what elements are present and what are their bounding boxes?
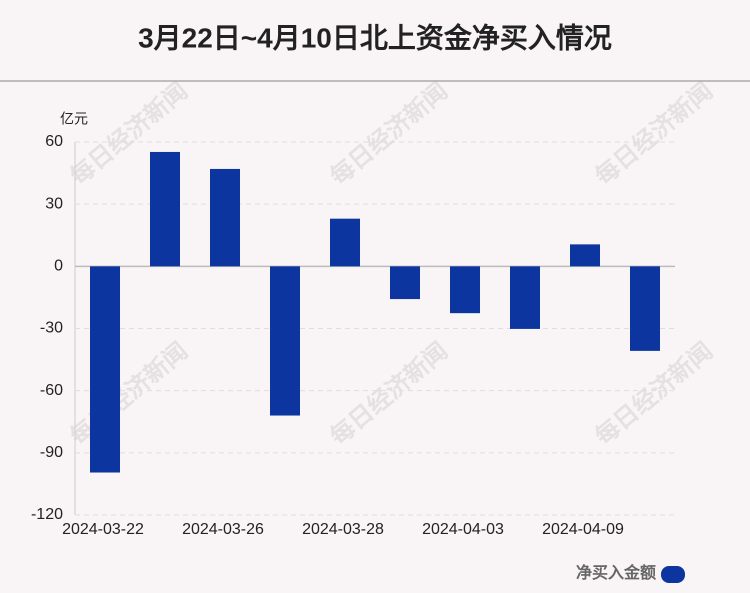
chart-title: 3月22日~4月10日北上资金净买入情况 — [138, 21, 612, 53]
x-tick-label: 2024-04-09 — [542, 521, 624, 538]
legend-swatch — [661, 566, 685, 583]
bar — [90, 266, 120, 473]
x-tick-label: 2024-04-03 — [422, 521, 504, 538]
legend-label: 净买入金额 — [576, 563, 656, 582]
y-tick-label: -60 — [40, 382, 63, 399]
y-tick-label: 30 — [45, 195, 63, 212]
y-tick-label: -90 — [40, 444, 63, 461]
bar — [330, 218, 360, 267]
x-tick-label: 2024-03-26 — [182, 521, 264, 538]
y-tick-label: -120 — [31, 506, 63, 523]
bar — [570, 244, 600, 267]
y-tick-label: 60 — [45, 133, 63, 150]
y-tick-label: -30 — [40, 320, 63, 337]
bar — [270, 266, 300, 416]
bar — [510, 266, 540, 329]
unit-label: 亿元 — [60, 111, 88, 127]
bar — [210, 168, 240, 267]
y-tick-label: 0 — [54, 258, 63, 275]
bar — [390, 266, 420, 300]
bar — [630, 266, 660, 351]
x-tick-label: 2024-03-22 — [62, 521, 144, 538]
bar — [150, 151, 180, 267]
x-tick-label: 2024-03-28 — [302, 521, 384, 538]
bar — [450, 266, 480, 314]
